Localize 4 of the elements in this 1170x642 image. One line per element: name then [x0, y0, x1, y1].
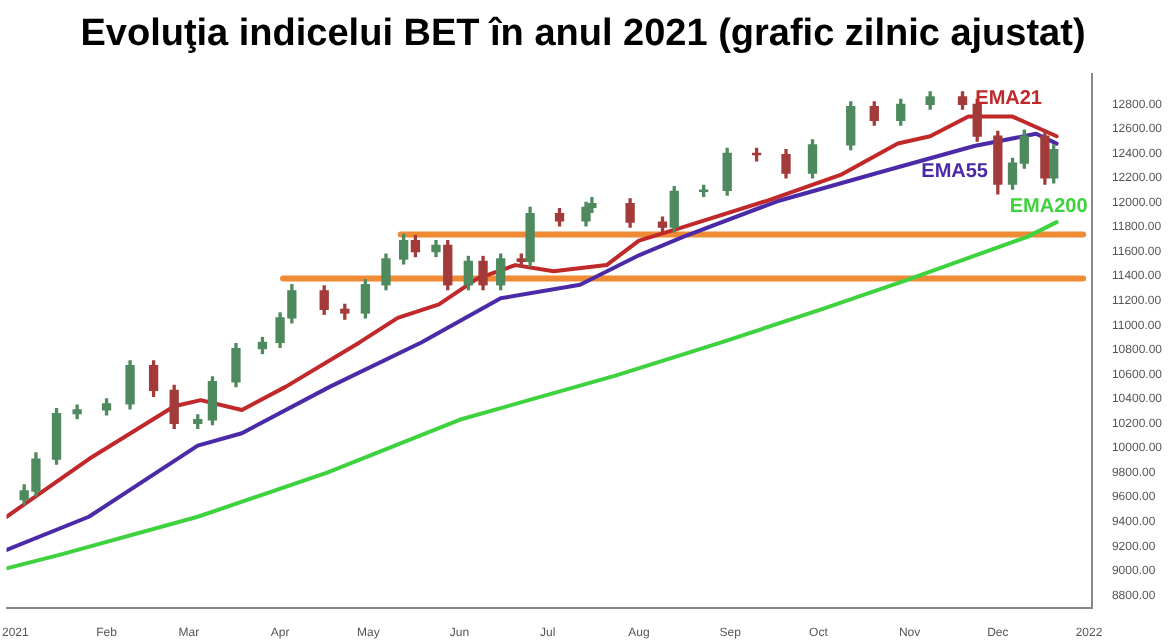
- chart-title: Evoluţia indicelui BET în anul 2021 (grafic zilnic ajustat): [80, 13, 1086, 56]
- series-label: EMA55: [921, 161, 989, 184]
- series-label: EMA200: [1009, 195, 1089, 218]
- series-label: EMA21: [975, 87, 1043, 110]
